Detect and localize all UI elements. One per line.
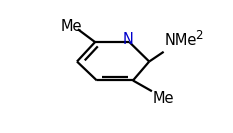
Text: 2: 2: [195, 29, 203, 41]
Text: NMe: NMe: [164, 33, 197, 47]
Text: N: N: [123, 32, 134, 47]
Text: Me: Me: [61, 19, 82, 34]
Text: Me: Me: [153, 91, 174, 106]
